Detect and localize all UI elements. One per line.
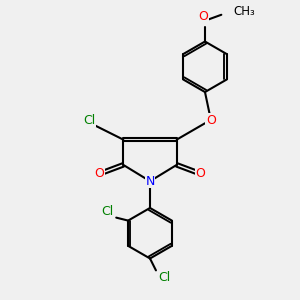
Text: Cl: Cl <box>159 271 171 284</box>
Text: Cl: Cl <box>83 114 95 127</box>
Text: O: O <box>196 167 206 180</box>
Text: O: O <box>94 167 104 180</box>
Text: CH₃: CH₃ <box>233 5 255 18</box>
Text: O: O <box>199 10 208 23</box>
Text: N: N <box>145 175 155 188</box>
Text: Cl: Cl <box>101 205 113 218</box>
Text: O: O <box>206 114 216 127</box>
